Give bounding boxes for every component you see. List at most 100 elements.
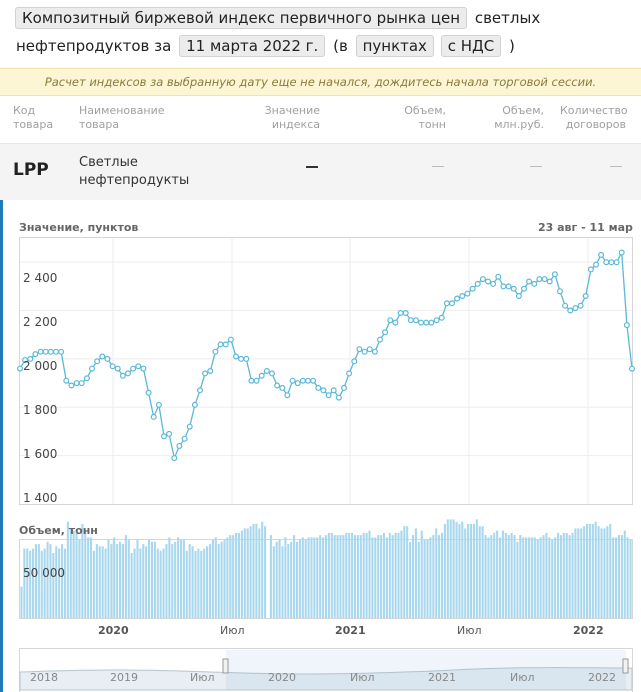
value-point — [613, 259, 620, 266]
volume-bar — [353, 535, 357, 618]
paren-open: (в — [333, 37, 348, 55]
volume-y-tick: 50 000 — [23, 566, 65, 580]
value-point — [531, 280, 538, 287]
volume-bar — [217, 544, 220, 618]
nav-label: 2020 — [268, 671, 296, 684]
volume-bar — [298, 539, 301, 618]
value-point — [603, 259, 610, 266]
volume-bar — [597, 526, 600, 618]
volume-bar — [615, 537, 618, 618]
volume-bar — [484, 535, 487, 618]
value-point — [438, 314, 445, 321]
value-point — [443, 300, 450, 307]
value-point — [63, 377, 70, 384]
volume-chart-title: Объем, тонн — [19, 524, 98, 537]
volume-bar — [90, 537, 93, 618]
value-point — [510, 285, 517, 292]
index-selector[interactable]: Композитный биржевой индекс первичного р… — [15, 7, 468, 29]
volume-bar — [461, 521, 464, 618]
value-point — [449, 300, 456, 307]
product-name: Светлые нефтепродукты — [79, 155, 190, 188]
value-point — [592, 261, 599, 268]
volume-bar — [278, 539, 281, 618]
volume-bar — [304, 539, 307, 618]
value-point — [556, 288, 563, 295]
volume-bar — [533, 537, 536, 618]
value-point — [253, 377, 260, 384]
value-point — [377, 336, 384, 343]
volume-bar — [119, 541, 122, 618]
volume-bar — [467, 523, 470, 618]
value-point — [428, 319, 435, 326]
unit-selector[interactable]: пунктах — [355, 35, 434, 57]
volume-bar — [330, 532, 333, 618]
value-point — [284, 392, 291, 399]
volume-bar — [423, 539, 426, 618]
volume-bar — [588, 523, 591, 618]
volume-bar — [429, 537, 432, 618]
value-point — [258, 372, 265, 379]
volume-bar — [185, 550, 188, 618]
value-point — [608, 259, 615, 266]
value-point — [330, 387, 337, 394]
volume-bar — [124, 535, 127, 618]
volume-bar — [455, 521, 458, 618]
value-point — [536, 276, 543, 283]
value-point — [346, 370, 353, 377]
volume-bar — [513, 535, 516, 618]
y-tick: 2 200 — [23, 315, 58, 329]
value-point — [47, 348, 54, 355]
volume-bar — [87, 537, 90, 618]
value-point — [423, 319, 430, 326]
nav-label: 2021 — [428, 671, 456, 684]
vat-selector[interactable]: с НДС — [440, 35, 502, 57]
volume-bar — [612, 537, 615, 618]
y-tick: 2 400 — [23, 271, 58, 285]
volume-bar — [133, 548, 136, 618]
volume-bar — [380, 535, 383, 618]
volume-bar — [211, 539, 214, 618]
volume-bar — [377, 535, 380, 618]
volume-bar — [284, 537, 287, 618]
volume-bar — [469, 523, 473, 618]
volume-bar — [142, 544, 145, 618]
volume-bar — [171, 544, 174, 618]
volume-bar — [214, 537, 217, 618]
volume-bar — [208, 544, 212, 618]
volume-bar — [316, 537, 319, 618]
value-point — [294, 380, 301, 387]
volume-bar — [591, 523, 594, 618]
table-row[interactable] — [0, 144, 641, 200]
product-code: LPP — [13, 160, 49, 180]
value-point — [73, 380, 80, 387]
value-point — [305, 377, 312, 384]
volume-bar — [472, 523, 475, 618]
contracts-empty — [610, 166, 622, 167]
value-point — [176, 443, 183, 450]
volume-bar — [243, 528, 246, 618]
volume-bar — [116, 544, 119, 618]
volume-bar — [522, 537, 525, 618]
value-point — [78, 380, 85, 387]
volume-bar — [310, 537, 313, 618]
value-point — [387, 317, 394, 324]
volume-bar — [95, 544, 98, 618]
volume-bar — [252, 523, 255, 618]
volume-bar — [554, 537, 557, 618]
value-point — [515, 293, 522, 300]
volume-bar — [525, 537, 528, 618]
value-point — [335, 394, 342, 401]
volume-bar — [339, 535, 342, 618]
value-point — [623, 322, 630, 329]
value-point — [392, 319, 399, 326]
value-point — [32, 351, 39, 358]
date-range-label[interactable]: 23 авг - 11 мар — [538, 221, 633, 234]
volume-bar — [322, 537, 325, 618]
date-selector[interactable]: 11 марта 2022 г. — [179, 35, 326, 57]
volume-bar — [391, 535, 394, 618]
value-point — [325, 392, 332, 399]
volume-bar — [426, 539, 429, 618]
value-point — [238, 355, 245, 362]
volume-t-empty — [432, 166, 444, 167]
